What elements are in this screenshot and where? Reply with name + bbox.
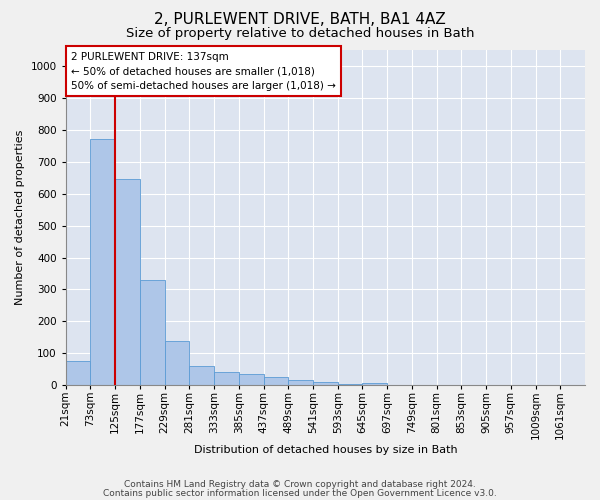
Bar — [288, 380, 313, 386]
Text: Contains public sector information licensed under the Open Government Licence v3: Contains public sector information licen… — [103, 488, 497, 498]
Bar — [115, 180, 140, 386]
Text: Contains HM Land Registry data © Crown copyright and database right 2024.: Contains HM Land Registry data © Crown c… — [124, 480, 476, 489]
Text: 2, PURLEWENT DRIVE, BATH, BA1 4AZ: 2, PURLEWENT DRIVE, BATH, BA1 4AZ — [154, 12, 446, 28]
Bar — [239, 374, 263, 386]
Bar — [362, 382, 387, 386]
Bar — [91, 140, 115, 386]
Bar — [313, 382, 338, 386]
Text: Size of property relative to detached houses in Bath: Size of property relative to detached ho… — [126, 28, 474, 40]
X-axis label: Distribution of detached houses by size in Bath: Distribution of detached houses by size … — [194, 445, 457, 455]
Bar — [140, 280, 164, 386]
Bar — [338, 384, 362, 386]
Bar — [214, 372, 239, 386]
Y-axis label: Number of detached properties: Number of detached properties — [15, 130, 25, 306]
Bar — [263, 378, 288, 386]
Bar — [190, 366, 214, 386]
Text: 2 PURLEWENT DRIVE: 137sqm
← 50% of detached houses are smaller (1,018)
50% of se: 2 PURLEWENT DRIVE: 137sqm ← 50% of detac… — [71, 52, 336, 92]
Bar — [164, 340, 190, 386]
Bar — [66, 362, 91, 386]
